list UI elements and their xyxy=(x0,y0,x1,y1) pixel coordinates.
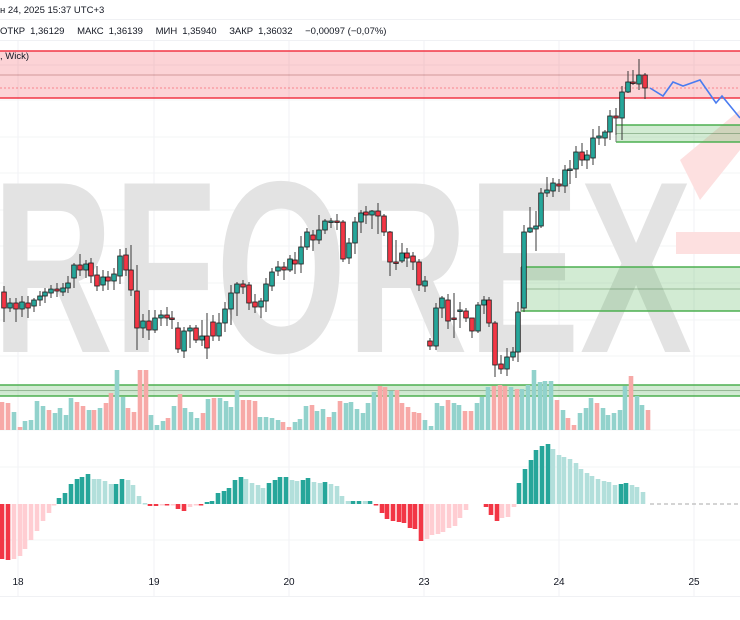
watermark-logo: RFOREX xyxy=(0,110,740,404)
tick-18: 18 xyxy=(12,577,24,588)
price-zones xyxy=(0,50,740,397)
open-value: ОТКР 1,36129 xyxy=(0,26,65,37)
header-divider-2 xyxy=(0,40,740,41)
datetime-header: н 24, 2025 15:37 UTC+3 xyxy=(0,5,105,16)
candlestick-series xyxy=(1,59,648,377)
supply-zone-label: , Wick) xyxy=(0,51,30,62)
tick-19: 19 xyxy=(148,577,160,588)
forecast-line xyxy=(649,79,740,119)
tick-20: 20 xyxy=(283,577,295,588)
high-value: МАКС 1,36139 xyxy=(77,26,143,37)
axis-bottom-divider xyxy=(0,596,740,597)
close-value: ЗАКР 1,36032 xyxy=(229,26,293,37)
change-value: −0,00097 (−0,07%) xyxy=(305,26,387,37)
low-value: МИН 1,35940 xyxy=(155,26,217,37)
tick-23: 23 xyxy=(418,577,430,588)
volume-bars xyxy=(0,370,651,430)
header-divider xyxy=(0,19,740,20)
histogram-oscillator xyxy=(0,444,740,560)
tick-25: 25 xyxy=(688,577,700,588)
time-axis[interactable]: 18 19 20 23 24 25 xyxy=(0,577,740,591)
tick-24: 24 xyxy=(553,577,565,588)
ohlc-legend: ОТКР 1,36129 МАКС 1,36139 МИН 1,35940 ЗАКР 1… xyxy=(0,26,740,37)
